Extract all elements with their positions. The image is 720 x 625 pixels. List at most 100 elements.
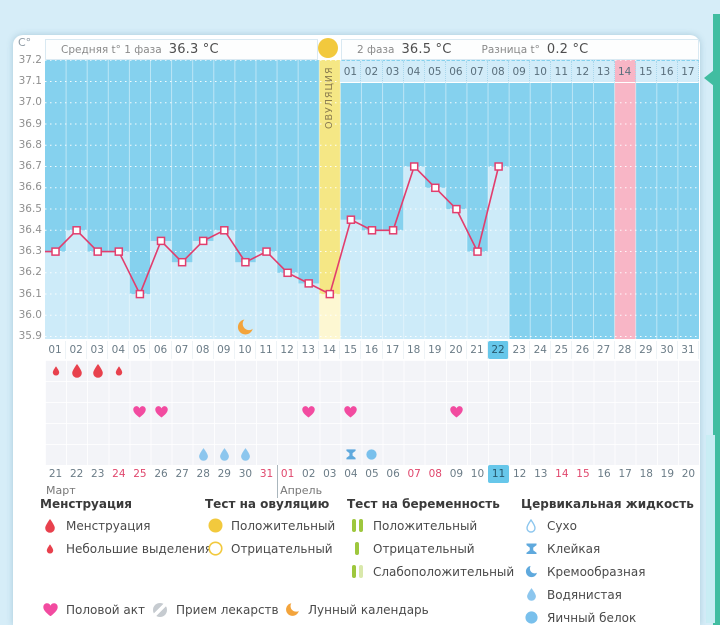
calendar-date-cell[interactable]: 26 [154, 468, 168, 480]
menstruation-drop-icon[interactable] [87, 360, 108, 381]
calendar-date-cell[interactable]: 12 [512, 468, 527, 480]
intercourse-heart-icon[interactable] [129, 402, 150, 423]
calendar-date-cell[interactable]: 24 [112, 468, 126, 480]
cycle-day-cell[interactable]: 15 [340, 341, 362, 359]
cycle-day-cell[interactable]: 07 [172, 341, 193, 359]
cycle-day-cell[interactable]: 29 [636, 341, 657, 359]
calendar-date-cell[interactable]: 02 [302, 468, 316, 480]
cycle-day-cell[interactable]: 08 [193, 341, 214, 359]
cycle-day-cell[interactable]: 20 [446, 341, 467, 359]
calendar-date-cell[interactable]: 28 [196, 468, 210, 480]
dpo-day-cell[interactable]: 09 [509, 61, 531, 83]
dpo-day-cell[interactable]: 11 [551, 61, 573, 83]
menstruation-drop-icon[interactable] [108, 360, 129, 381]
calendar-date-cell[interactable]: 23 [91, 468, 105, 480]
cycle-day-cell[interactable]: 10 [235, 341, 256, 359]
calendar-date-cell[interactable]: 08 [428, 468, 442, 480]
calendar-date-cell[interactable]: 19 [660, 468, 675, 480]
dpo-day-cell[interactable]: 06 [445, 61, 467, 83]
dpo-day-cell[interactable]: 07 [466, 61, 489, 83]
cervical-creamy-icon [521, 565, 541, 578]
cervical-fluid-icon-watery[interactable] [235, 444, 256, 465]
dpo-day-cell[interactable]: 10 [530, 61, 552, 83]
calendar-date-cell[interactable]: 25 [133, 468, 147, 480]
calendar-date-cell[interactable]: 20 [681, 468, 696, 480]
intercourse-heart-icon[interactable] [446, 402, 467, 423]
edge-strip-light [706, 435, 715, 623]
calendar-date-cell[interactable]: 22 [69, 468, 84, 480]
calendar-date-cell[interactable]: 10 [470, 468, 485, 480]
cycle-day-cell[interactable]: 13 [298, 341, 320, 359]
intercourse-heart-icon[interactable] [150, 402, 171, 423]
dpo-day-cell[interactable]: 04 [403, 61, 425, 83]
calendar-date-cell[interactable]: 01 [280, 468, 295, 480]
calendar-date-cell[interactable]: 04 [344, 468, 358, 480]
calendar-date-cell[interactable]: 11 [488, 465, 510, 483]
intercourse-heart-icon[interactable] [340, 402, 361, 423]
cycle-day-cell[interactable]: 05 [129, 341, 151, 359]
cycle-day-cell[interactable]: 16 [361, 341, 383, 359]
cycle-day-cell[interactable]: 28 [615, 341, 636, 359]
cycle-day-cell[interactable]: 27 [594, 341, 615, 359]
dpo-day-cell[interactable]: 15 [635, 61, 657, 83]
calendar-date-cell[interactable]: 17 [618, 468, 632, 480]
cycle-day-cell[interactable]: 03 [87, 341, 109, 359]
cervical-fluid-icon-sticky[interactable] [340, 444, 361, 465]
cycle-day-cell[interactable]: 19 [425, 341, 446, 359]
calendar-date-cell[interactable]: 06 [386, 468, 400, 480]
cycle-day-cell[interactable]: 18 [404, 341, 425, 359]
calendar-date-cell[interactable]: 13 [534, 468, 548, 480]
dpo-day-cell[interactable]: 01 [340, 61, 362, 83]
calendar-date-cell[interactable]: 15 [576, 468, 590, 480]
calendar-date-cell[interactable]: 29 [217, 468, 231, 480]
cycle-day-cell[interactable]: 21 [467, 341, 489, 359]
dpo-day-cell[interactable]: 02 [361, 61, 383, 83]
calendar-date-cell[interactable]: 30 [238, 468, 253, 480]
dpo-day-cell[interactable]: 05 [424, 61, 446, 83]
cervical-fluid-icon-watery[interactable] [214, 444, 235, 465]
cycle-day-cell[interactable]: 09 [214, 341, 235, 359]
calendar-date-cell[interactable]: 07 [407, 468, 421, 480]
calendar-date-cell[interactable]: 27 [175, 468, 189, 480]
y-tick-label: 36.2 [18, 266, 42, 279]
menstruation-drop-icon[interactable] [45, 360, 66, 381]
cycle-day-cell[interactable]: 12 [277, 341, 299, 359]
intercourse-heart-icon[interactable] [298, 402, 319, 423]
cycle-day-cell[interactable]: 26 [572, 341, 594, 359]
cycle-day-cell[interactable]: 25 [551, 341, 573, 359]
calendar-date-cell[interactable]: 21 [48, 468, 63, 480]
prev-page-arrow-icon[interactable] [704, 70, 714, 86]
dpo-day-cell[interactable]: 03 [382, 61, 404, 83]
cervical-watery-icon [521, 588, 541, 601]
cycle-day-cell[interactable]: 02 [66, 341, 88, 359]
calendar-date-cell[interactable]: 16 [597, 468, 611, 480]
dpo-day-cell[interactable]: 13 [593, 61, 615, 83]
dpo-day-cell[interactable]: 16 [656, 61, 678, 83]
cycle-day-cell[interactable]: 22 [488, 341, 510, 359]
calendar-date-cell[interactable]: 05 [365, 468, 379, 480]
cycle-day-cell[interactable]: 30 [657, 341, 678, 359]
pregnancy-test-weak-icon [347, 565, 367, 578]
calendar-date-cell[interactable]: 09 [449, 468, 464, 480]
cycle-day-cell[interactable]: 17 [383, 341, 404, 359]
dpo-day-cell[interactable]: 12 [572, 61, 594, 83]
cervical-fluid-icon-eggwhite[interactable] [361, 444, 382, 465]
calendar-date-cell[interactable]: 03 [323, 468, 337, 480]
cycle-day-cell[interactable]: 23 [509, 341, 531, 359]
cycle-day-cell[interactable]: 24 [530, 341, 552, 359]
cycle-day-cell[interactable]: 04 [108, 341, 130, 359]
menstruation-drop-icon[interactable] [66, 360, 87, 381]
dpo-day-cell[interactable]: 17 [677, 61, 699, 83]
dpo-day-cell[interactable]: 14 [614, 61, 636, 83]
cervical-fluid-icon-watery[interactable] [193, 444, 214, 465]
cycle-day-cell[interactable]: 31 [678, 341, 699, 359]
calendar-date-cell[interactable]: 14 [555, 468, 569, 480]
cycle-day-cell[interactable]: 01 [45, 341, 67, 359]
cycle-day-cell[interactable]: 11 [256, 341, 278, 359]
legend-item: Яичный белок [521, 609, 694, 625]
cycle-day-cell[interactable]: 14 [319, 341, 341, 359]
dpo-day-cell[interactable]: 08 [488, 61, 510, 83]
calendar-date-cell[interactable]: 31 [259, 468, 274, 480]
calendar-date-cell[interactable]: 18 [639, 468, 653, 480]
cycle-day-cell[interactable]: 06 [150, 341, 172, 359]
